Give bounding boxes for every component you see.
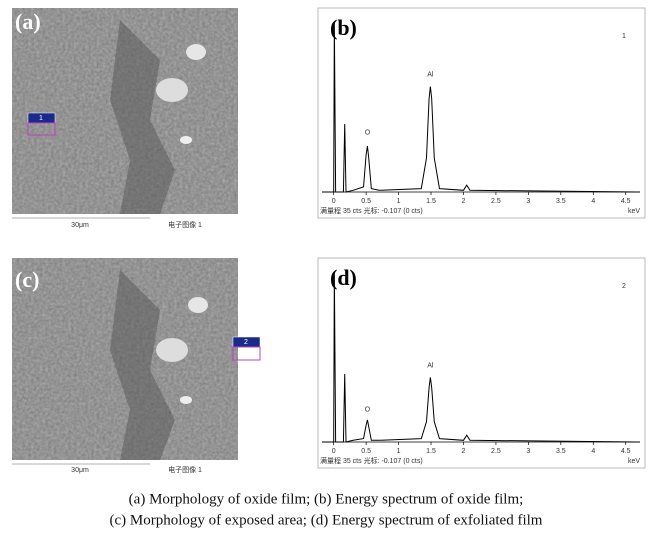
scale-bar: 30μm	[71, 467, 89, 474]
image-label: 电子图像 1	[168, 220, 202, 229]
x-tick-label: 0.5	[361, 198, 371, 205]
peak-label: Al	[427, 72, 434, 79]
x-tick-label: 1.5	[426, 198, 436, 205]
sem-image-c: 2 (c) 30μm 电子图像 1	[12, 258, 261, 474]
x-tick-label: 4.5	[621, 198, 631, 205]
peak-label: O	[365, 129, 371, 136]
x-tick-label: 3.5	[556, 198, 566, 205]
spectrum-frame	[317, 7, 646, 219]
x-unit: keV	[628, 208, 640, 215]
x-tick-label: 2.5	[491, 448, 501, 455]
scale-bar: 30μm	[71, 222, 89, 229]
x-tick-label: 3	[526, 198, 530, 205]
x-tick-label: 3	[526, 448, 530, 455]
image-label: 电子图像 1	[168, 465, 202, 474]
x-tick-label: 1	[397, 198, 401, 205]
spectrum-id: 2	[622, 283, 626, 290]
panel-label: (a)	[15, 9, 41, 34]
x-tick-label: 1	[397, 448, 401, 455]
x-tick-label: 4.5	[621, 448, 631, 455]
spectrum-line	[322, 21, 641, 193]
x-tick-label: 3.5	[556, 448, 566, 455]
footer: 满量程 35 cts 光标: -0.107 (0 cts)	[320, 456, 423, 465]
x-tick-label: 0	[332, 198, 336, 205]
peak-label: Al	[427, 362, 434, 369]
caption-line: (c) Morphology of exposed area; (d) Ener…	[110, 512, 543, 528]
caption-line: (a) Morphology of oxide film; (b) Energy…	[129, 491, 524, 507]
x-tick-label: 4	[591, 448, 595, 455]
x-tick-label: 4	[591, 198, 595, 205]
x-unit: keV	[628, 458, 640, 465]
sem-image-a: 1 (a) 30μm 电子图像 1	[12, 8, 238, 229]
spectrum-id: 1	[622, 33, 626, 40]
x-tick-label: 2	[462, 198, 466, 205]
x-tick-label: 0.5	[361, 448, 371, 455]
region-label: 1	[39, 115, 43, 122]
spectrum-frame	[317, 257, 646, 469]
footer: 满量程 35 cts 光标: -0.107 (0 cts)	[320, 206, 423, 215]
x-tick-label: 2	[462, 448, 466, 455]
x-tick-label: 1.5	[426, 448, 436, 455]
x-tick-label: 2.5	[491, 198, 501, 205]
spectrum-line	[322, 271, 641, 443]
region-label: 2	[244, 339, 248, 346]
x-tick-label: 0	[332, 448, 336, 455]
panel-label: (c)	[15, 267, 39, 292]
peak-label: O	[365, 407, 371, 414]
